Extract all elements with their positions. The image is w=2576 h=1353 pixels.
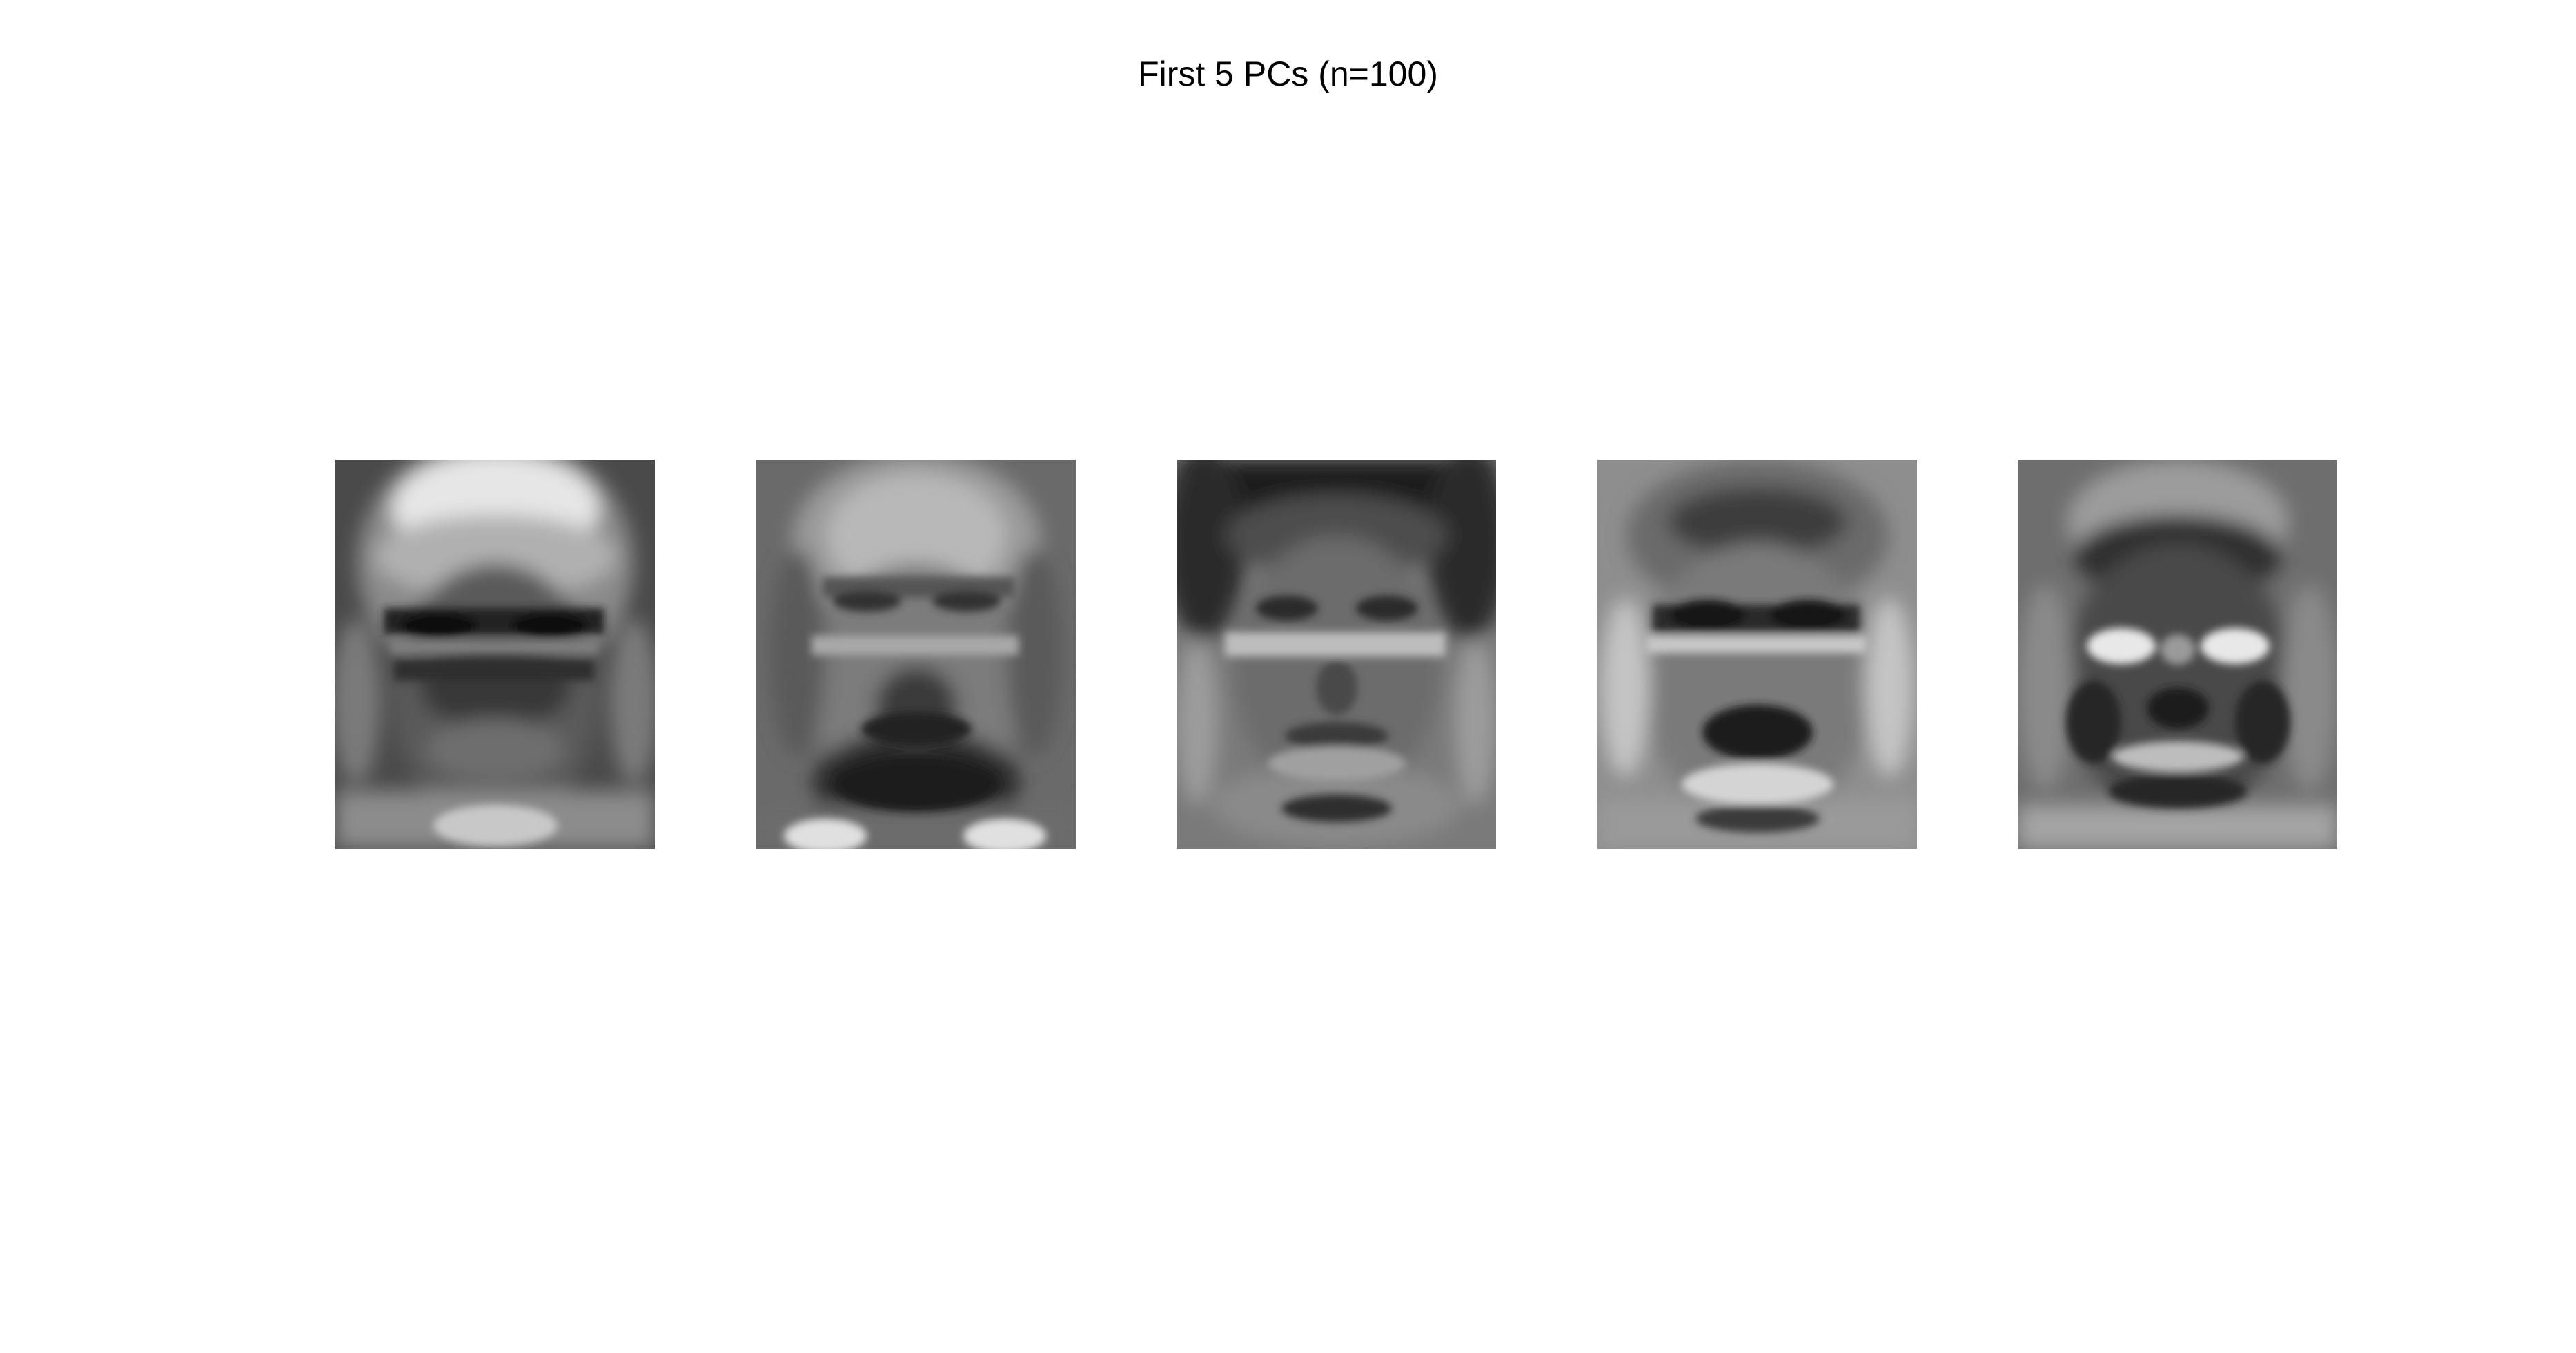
figure-title: First 5 PCs (n=100) xyxy=(0,48,2576,99)
principal-component-2-image xyxy=(756,460,1076,849)
principal-component-3-image xyxy=(1177,460,1496,849)
principal-component-1-image xyxy=(335,460,655,849)
principal-component-5-image xyxy=(2018,460,2337,849)
principal-component-4-image xyxy=(1597,460,1917,849)
